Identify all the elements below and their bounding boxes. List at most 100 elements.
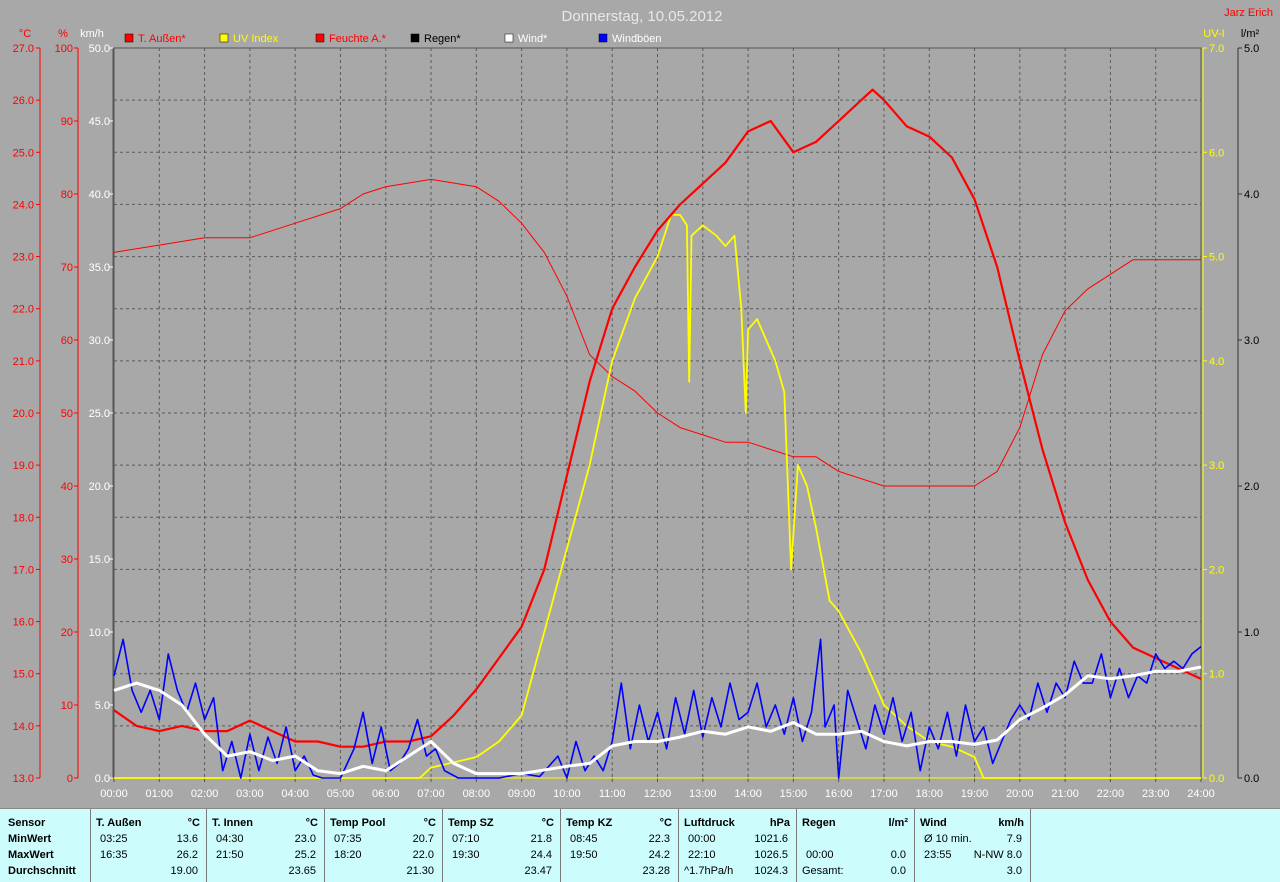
temp-tick-label: 20.0 (13, 408, 34, 420)
uv-tick-label: 7.0 (1209, 43, 1224, 55)
humidity-tick-label: 20 (61, 627, 73, 639)
time-tick-label: 11:00 (599, 788, 626, 800)
max-time: 23:55 (924, 849, 952, 861)
wind-tick-label: 10.0 (89, 627, 110, 639)
uv-tick-label: 2.0 (1209, 564, 1224, 576)
avg-label: Durchschnitt (8, 865, 76, 877)
legend-swatch (315, 33, 325, 43)
author-label: Jarz Erich (1224, 7, 1273, 19)
time-tick-label: 05:00 (327, 788, 355, 800)
legend-label: Windböen (612, 33, 662, 45)
max-value: 1026.5 (754, 849, 788, 861)
stats-header: T. Innen (212, 817, 253, 829)
avg-value: 23.28 (642, 865, 670, 877)
min-time: 07:35 (334, 833, 362, 845)
stats-table: Sensor MinWert MaxWert Durchschnitt T. A… (0, 808, 1280, 882)
avg-value: 23.47 (524, 865, 552, 877)
uv-tick-label: 3.0 (1209, 460, 1224, 472)
stats-unit: hPa (769, 817, 790, 829)
time-tick-label: 01:00 (146, 788, 174, 800)
max-time: 21:50 (216, 849, 244, 861)
min-value: 7.9 (1006, 833, 1022, 845)
max-value: 22.0 (412, 849, 434, 861)
stats-column: T. Innen °C 04:30 23.0 21:50 25.2 23.65 (206, 809, 325, 882)
min-value: 21.8 (530, 833, 552, 845)
avg-label: ^1.7hPa/h (684, 865, 734, 877)
humidity-tick-label: 70 (61, 262, 73, 274)
axes: 27.0 26.0 25.0 24.0 23.0 22.0 21.0 20.0 19.0 18.0… (13, 43, 1260, 800)
legend-swatch (219, 33, 229, 43)
wind-tick-label: 20.0 (89, 481, 110, 493)
uv-unit-label: UV-I (1203, 28, 1224, 40)
max-value: N-NW 8.0 (973, 849, 1022, 861)
time-tick-label: 14:00 (734, 788, 762, 800)
avg-value: 1024.3 (754, 865, 788, 877)
weather-chart: Donnerstag, 10.05.2012 Jarz Erich °C % k… (13, 7, 1273, 800)
stats-header: Luftdruck (684, 817, 735, 829)
wind-tick-label: 25.0 (89, 408, 110, 420)
humidity-tick-label: 100 (55, 43, 73, 55)
stats-unit: °C (541, 817, 554, 829)
stats-unit: l/m² (888, 817, 908, 829)
rain-tick-label: 0.0 (1244, 773, 1259, 785)
avg-value: 3.0 (1006, 865, 1022, 877)
time-tick-label: 08:00 (463, 788, 491, 800)
stats-header: Temp KZ (566, 817, 613, 829)
stats-unit: km/h (998, 817, 1024, 829)
legend-label: UV Index (233, 33, 279, 45)
time-tick-label: 04:00 (281, 788, 309, 800)
temp-unit-label: °C (19, 28, 31, 40)
time-tick-label: 20:00 (1006, 788, 1034, 800)
humidity-tick-label: 0 (67, 773, 73, 785)
legend-label: Regen* (424, 33, 461, 45)
max-time: 16:35 (100, 849, 128, 861)
humidity-tick-label: 30 (61, 554, 73, 566)
humidity-unit-label: % (58, 28, 68, 40)
time-tick-label: 21:00 (1051, 788, 1079, 800)
stats-column: Wind km/h Ø 10 min. 7.9 23:55 N-NW 8.0 3.0 (914, 809, 1031, 882)
temp-tick-label: 18.0 (13, 512, 34, 524)
stats-unit: °C (423, 817, 436, 829)
temp-tick-label: 19.0 (13, 460, 34, 472)
stats-unit: °C (305, 817, 318, 829)
time-tick-label: 06:00 (372, 788, 400, 800)
time-tick-label: 03:00 (236, 788, 264, 800)
max-time: 22:10 (688, 849, 716, 861)
temp-tick-label: 23.0 (13, 252, 34, 264)
rain-tick-label: 1.0 (1244, 627, 1259, 639)
avg-label: Gesamt: (802, 865, 844, 877)
wind-tick-label: 30.0 (89, 335, 110, 347)
humidity-tick-label: 50 (61, 408, 73, 420)
max-label: MaxWert (8, 849, 54, 861)
stats-column: Temp Pool °C 07:35 20.7 18:20 22.0 21.30 (324, 809, 443, 882)
series (113, 88, 1202, 779)
stats-unit: °C (659, 817, 672, 829)
time-tick-label: 07:00 (417, 788, 445, 800)
humidity-tick-label: 10 (61, 700, 73, 712)
stats-header: T. Außen (96, 817, 142, 829)
chart-title: Donnerstag, 10.05.2012 (562, 8, 723, 25)
stats-header: Regen (802, 817, 836, 829)
avg-value: 23.65 (288, 865, 316, 877)
max-time: 00:00 (806, 849, 834, 861)
max-value: 24.2 (648, 849, 670, 861)
stats-header: Wind (920, 817, 947, 829)
rain-tick-label: 2.0 (1244, 481, 1259, 493)
wind-tick-label: 35.0 (89, 262, 110, 274)
time-tick-label: 10:00 (553, 788, 581, 800)
time-tick-label: 22:00 (1097, 788, 1125, 800)
stats-header: Temp SZ (448, 817, 494, 829)
stats-unit: °C (187, 817, 200, 829)
legend-swatch (504, 33, 514, 43)
series-line-t-au-en (113, 88, 1202, 748)
series-line-wind (113, 665, 1202, 776)
time-tick-label: 18:00 (915, 788, 943, 800)
temp-tick-label: 13.0 (13, 773, 34, 785)
humidity-tick-label: 90 (61, 116, 73, 128)
max-time: 19:30 (452, 849, 480, 861)
min-time: 03:25 (100, 833, 128, 845)
time-tick-label: 19:00 (961, 788, 989, 800)
series-line-uv-index (114, 213, 1201, 779)
stats-column: Temp SZ °C 07:10 21.8 19:30 24.4 23.47 (442, 809, 561, 882)
rain-tick-label: 4.0 (1244, 189, 1259, 201)
